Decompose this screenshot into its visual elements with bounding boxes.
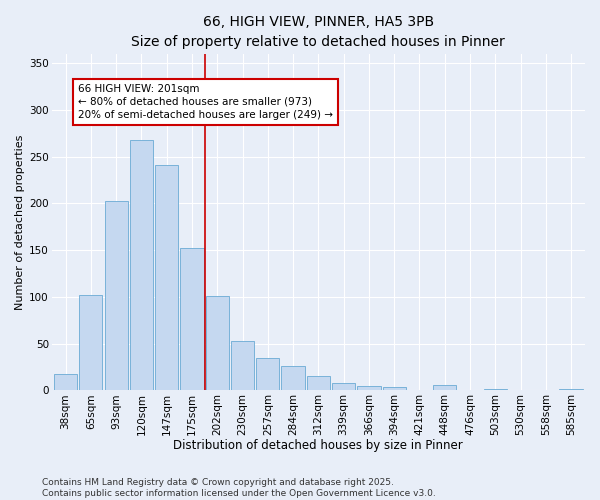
- Text: Contains HM Land Registry data © Crown copyright and database right 2025.
Contai: Contains HM Land Registry data © Crown c…: [42, 478, 436, 498]
- Bar: [104, 200, 128, 390]
- Bar: [357, 386, 380, 390]
- Bar: [281, 366, 305, 390]
- Bar: [54, 374, 77, 390]
- Bar: [433, 385, 457, 390]
- Bar: [181, 248, 203, 390]
- Bar: [559, 388, 583, 390]
- Bar: [307, 376, 330, 390]
- Title: 66, HIGH VIEW, PINNER, HA5 3PB
Size of property relative to detached houses in P: 66, HIGH VIEW, PINNER, HA5 3PB Size of p…: [131, 15, 505, 48]
- X-axis label: Distribution of detached houses by size in Pinner: Distribution of detached houses by size …: [173, 440, 463, 452]
- Bar: [155, 165, 178, 390]
- Bar: [206, 296, 229, 390]
- Bar: [231, 341, 254, 390]
- Text: 66 HIGH VIEW: 201sqm
← 80% of detached houses are smaller (973)
20% of semi-deta: 66 HIGH VIEW: 201sqm ← 80% of detached h…: [78, 84, 333, 120]
- Bar: [484, 388, 507, 390]
- Bar: [130, 140, 153, 390]
- Bar: [383, 386, 406, 390]
- Bar: [332, 383, 355, 390]
- Y-axis label: Number of detached properties: Number of detached properties: [15, 134, 25, 310]
- Bar: [79, 295, 103, 390]
- Bar: [256, 358, 280, 390]
